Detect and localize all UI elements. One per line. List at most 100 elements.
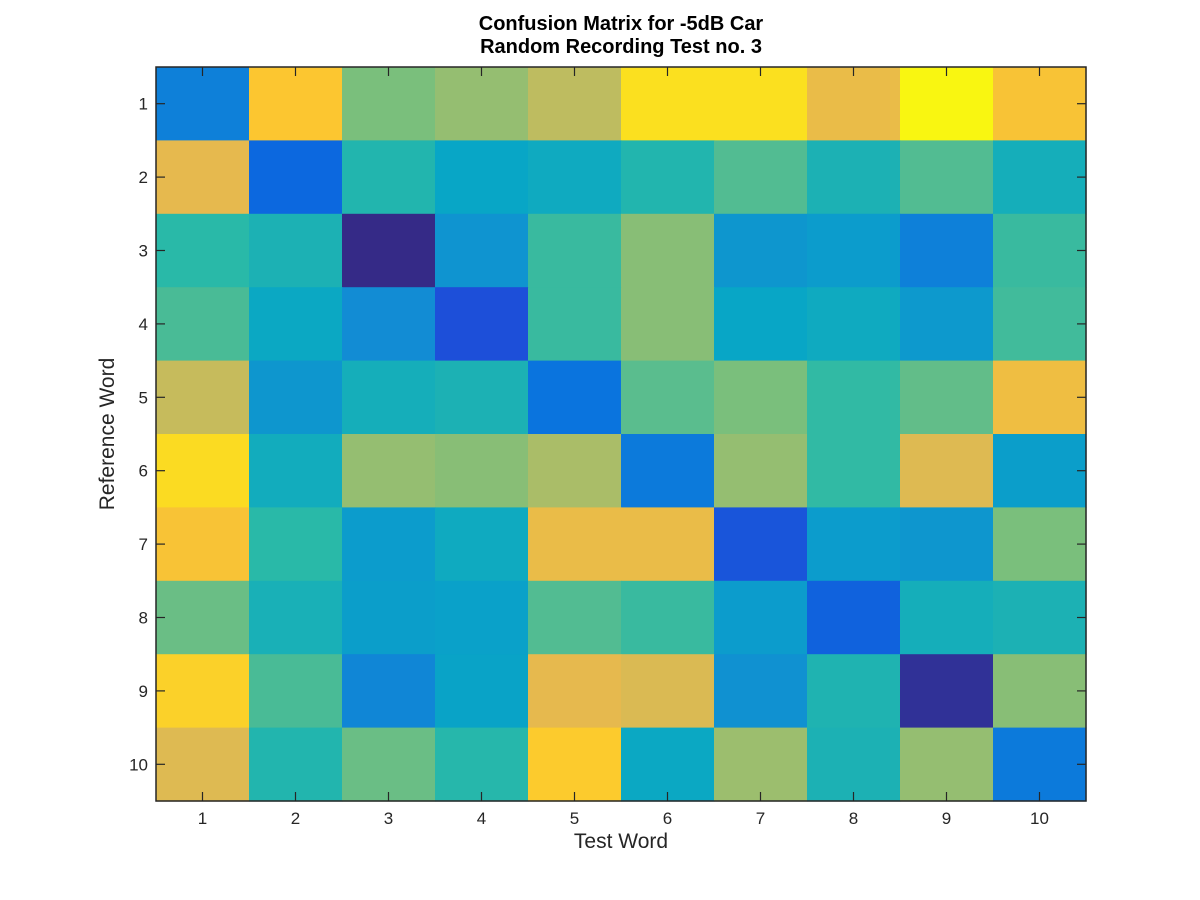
heatmap-cell-r5-c6 <box>621 360 715 435</box>
heatmap-cell-r10-c9 <box>900 727 994 802</box>
heatmap-cell-r6-c1 <box>156 434 250 508</box>
x-tick-label-7: 7 <box>756 809 765 828</box>
heatmap-cell-r8-c4 <box>435 580 529 655</box>
x-tick-labels: 1 2 3 4 5 6 7 8 9 10 <box>198 809 1049 828</box>
heatmap-cell-r1-c7 <box>714 67 808 141</box>
heatmap-cell-r3-c8 <box>807 213 901 288</box>
heatmap-cell-r7-c1 <box>156 507 250 582</box>
heatmap-cell-r8-c9 <box>900 580 994 655</box>
heatmap-cell-r7-c7 <box>714 507 808 582</box>
heatmap-cell-r4-c8 <box>807 287 901 362</box>
y-tick-label-2: 2 <box>139 168 148 187</box>
heatmap-cell-r10-c7 <box>714 727 808 802</box>
heatmap-cell-r9-c10 <box>993 654 1087 729</box>
heatmap-cell-r8-c7 <box>714 580 808 655</box>
heatmap-cell-r3-c1 <box>156 213 250 288</box>
heatmap-cell-r9-c8 <box>807 654 901 729</box>
heatmap-cell-r6-c2 <box>249 434 343 508</box>
heatmap-cell-r4-c6 <box>621 287 715 362</box>
heatmap-cell-r5-c10 <box>993 360 1087 435</box>
heatmap-cell-r9-c2 <box>249 654 343 729</box>
heatmap-cell-r3-c6 <box>621 213 715 288</box>
x-tick-label-8: 8 <box>849 809 858 828</box>
heatmap-cell-r3-c7 <box>714 213 808 288</box>
heatmap-cell-r6-c9 <box>900 434 994 508</box>
heatmap-cell-r8-c8 <box>807 580 901 655</box>
y-tick-label-10: 10 <box>129 755 148 774</box>
heatmap-cell-r8-c10 <box>993 580 1087 655</box>
y-tick-label-5: 5 <box>139 388 148 407</box>
y-tick-label-3: 3 <box>139 242 148 261</box>
heatmap-cell-r4-c1 <box>156 287 250 362</box>
heatmap-cell-r4-c3 <box>342 287 436 362</box>
heatmap-cell-r1-c10 <box>993 67 1087 141</box>
heatmap-cell-r10-c2 <box>249 727 343 802</box>
heatmap-cell-r4-c7 <box>714 287 808 362</box>
y-tick-label-1: 1 <box>139 95 148 114</box>
heatmap-cell-r3-c4 <box>435 213 529 288</box>
heatmap-cell-r10-c6 <box>621 727 715 802</box>
x-axis-label: Test Word <box>574 830 668 853</box>
heatmap-cell-r10-c1 <box>156 727 250 802</box>
heatmap-cell-r4-c2 <box>249 287 343 362</box>
heatmap-cell-r2-c1 <box>156 140 250 215</box>
heatmap-cell-r7-c3 <box>342 507 436 582</box>
heatmap-cell-r5-c8 <box>807 360 901 435</box>
y-tick-label-4: 4 <box>139 315 148 334</box>
heatmap-cell-r5-c4 <box>435 360 529 435</box>
y-tick-label-6: 6 <box>139 462 148 481</box>
heatmap-cell-r4-c10 <box>993 287 1087 362</box>
heatmap-cell-r8-c5 <box>528 580 622 655</box>
heatmap-cell-r1-c8 <box>807 67 901 141</box>
heatmap-cell-r5-c5 <box>528 360 622 435</box>
heatmap-cell-r8-c6 <box>621 580 715 655</box>
heatmap-cell-r8-c1 <box>156 580 250 655</box>
heatmap-cell-r1-c4 <box>435 67 529 141</box>
heatmap-cell-r7-c9 <box>900 507 994 582</box>
x-tick-label-6: 6 <box>663 809 672 828</box>
heatmap-cell-r6-c5 <box>528 434 622 508</box>
x-tick-label-5: 5 <box>570 809 579 828</box>
heatmap-cell-r10-c8 <box>807 727 901 802</box>
heatmap-cell-r4-c4 <box>435 287 529 362</box>
heatmap-cell-r1-c3 <box>342 67 436 141</box>
heatmap-cell-r1-c9 <box>900 67 994 141</box>
heatmap-cells <box>156 67 1087 802</box>
heatmap-cell-r2-c9 <box>900 140 994 215</box>
y-axis-label: Reference Word <box>96 358 119 511</box>
heatmap-cell-r1-c6 <box>621 67 715 141</box>
x-tick-label-4: 4 <box>477 809 486 828</box>
heatmap-cell-r10-c10 <box>993 727 1087 802</box>
chart-title-line-1: Confusion Matrix for -5dB Car <box>479 13 764 35</box>
heatmap-cell-r6-c10 <box>993 434 1087 508</box>
heatmap-cell-r10-c3 <box>342 727 436 802</box>
heatmap-cell-r2-c2 <box>249 140 343 215</box>
heatmap-cell-r2-c5 <box>528 140 622 215</box>
x-tick-label-10: 10 <box>1030 809 1049 828</box>
heatmap-cell-r7-c4 <box>435 507 529 582</box>
heatmap-cell-r9-c7 <box>714 654 808 729</box>
heatmap-cell-r7-c8 <box>807 507 901 582</box>
heatmap-cell-r6-c6 <box>621 434 715 508</box>
heatmap-cell-r3-c9 <box>900 213 994 288</box>
heatmap-cell-r2-c6 <box>621 140 715 215</box>
heatmap-cell-r7-c5 <box>528 507 622 582</box>
heatmap-cell-r4-c9 <box>900 287 994 362</box>
heatmap-cell-r2-c8 <box>807 140 901 215</box>
heatmap-cell-r8-c3 <box>342 580 436 655</box>
heatmap-cell-r3-c10 <box>993 213 1087 288</box>
heatmap-cell-r6-c7 <box>714 434 808 508</box>
heatmap-cell-r5-c2 <box>249 360 343 435</box>
plot-frame <box>155 66 1087 802</box>
heatmap-cell-r10-c4 <box>435 727 529 802</box>
heatmap-cell-r2-c3 <box>342 140 436 215</box>
heatmap-cell-r7-c6 <box>621 507 715 582</box>
x-tick-label-1: 1 <box>198 809 207 828</box>
heatmap-cell-r9-c3 <box>342 654 436 729</box>
heatmap-cell-r9-c1 <box>156 654 250 729</box>
heatmap-cell-r4-c5 <box>528 287 622 362</box>
heatmap-cell-r10-c5 <box>528 727 622 802</box>
heatmap-cell-r6-c3 <box>342 434 436 508</box>
heatmap-cell-r9-c9 <box>900 654 994 729</box>
